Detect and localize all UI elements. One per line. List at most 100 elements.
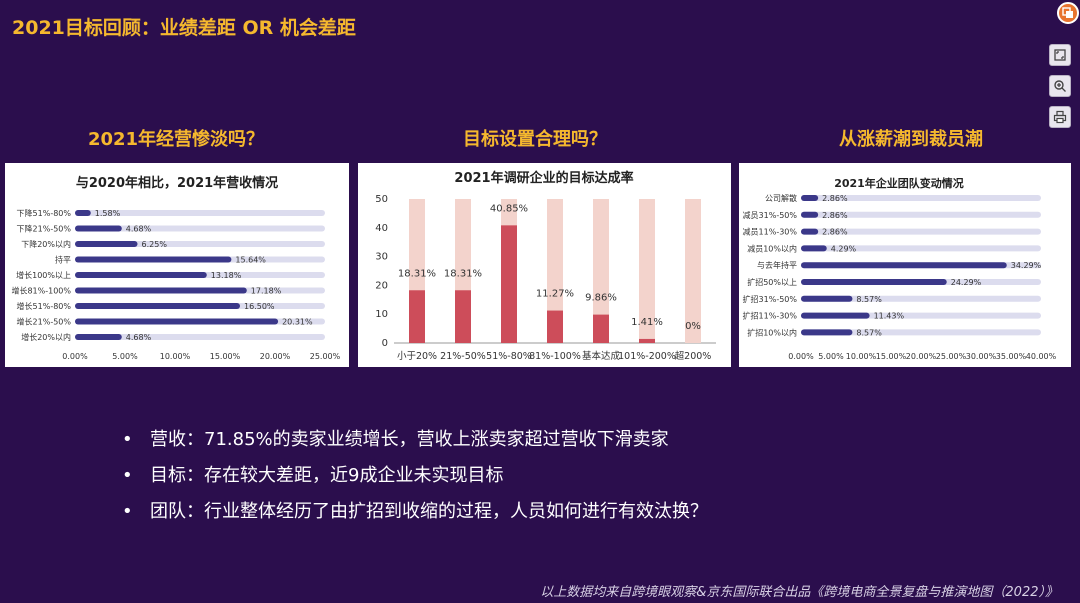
category-label: 增长20%以内 xyxy=(21,332,71,342)
bar xyxy=(455,290,471,343)
data-label: 11.43% xyxy=(874,312,905,321)
team-chart-panel: 2021年企业团队变动情况公司解散 2.86% 减员31%-50% 2.86% 减员11… xyxy=(739,163,1071,367)
bar xyxy=(801,228,819,235)
category-label: 下降20%以内 xyxy=(21,239,71,249)
chart-title: 与2020年相比，2021年营收情况 xyxy=(76,175,278,191)
data-label: 16.50% xyxy=(244,302,275,311)
category-label: 21%-50% xyxy=(440,351,486,362)
category-label: 公司解散 xyxy=(765,193,797,203)
y-tick-label: 20 xyxy=(375,280,388,291)
bar-track xyxy=(593,199,609,343)
category-label: 小于20% xyxy=(397,351,437,362)
bar xyxy=(547,310,563,343)
category-label: 增长100%以上 xyxy=(16,270,71,280)
category-label: 增长21%-50% xyxy=(17,317,72,327)
bar xyxy=(75,272,207,278)
x-tick-label: 25.00% xyxy=(310,352,341,361)
zoom-in-button[interactable] xyxy=(1049,75,1071,97)
data-label: 4.29% xyxy=(831,244,857,253)
source-footnote: 以上数据均来自跨境眼观察&京东国际联合出品《跨境电商全景复盘与推演地图（2022… xyxy=(540,585,1058,600)
data-label: 6.25% xyxy=(142,240,168,249)
category-label: 基本达成 xyxy=(582,350,621,362)
x-tick-label: 0.00% xyxy=(62,352,88,361)
bar-track xyxy=(75,210,325,216)
bar xyxy=(75,225,122,232)
revenue-chart-panel: 与2020年相比，2021年营收情况 下降51%-80% 1.58% 下降21%-50… xyxy=(5,163,349,367)
bar-track xyxy=(685,199,701,343)
bullet-targets: 目标：存在较大差距，近9成企业未实现目标 xyxy=(122,464,708,500)
fit-page-button[interactable] xyxy=(1049,44,1071,66)
slide-title: 2021目标回顾：业绩差距 OR 机会差距 xyxy=(12,17,356,39)
chart-title: 2021年企业团队变动情况 xyxy=(834,176,964,190)
y-tick-label: 10 xyxy=(375,309,388,320)
bullet-revenue: 营收：71.85%的卖家业绩增长，营收上涨卖家超过营收下滑卖家 xyxy=(122,428,708,464)
target-achievement-chart: 2021年调研企业的目标达成率 0 10 20 30 40 50 18.31% 小于20% 18.… xyxy=(375,170,716,362)
x-tick-label: 40.00% xyxy=(1026,352,1057,361)
data-label: 13.18% xyxy=(211,271,242,280)
x-tick-label: 25.00% xyxy=(936,352,967,361)
fit-page-icon xyxy=(1054,49,1066,61)
category-label: 81%-100% xyxy=(529,351,581,362)
bar-track xyxy=(801,245,1041,252)
bar xyxy=(801,211,819,218)
bullet-team: 团队：行业整体经历了由扩招到收缩的过程，人员如何进行有效汰换？ xyxy=(122,500,708,536)
data-label: 24.29% xyxy=(951,278,982,287)
bar xyxy=(801,295,853,302)
x-tick-label: 30.00% xyxy=(966,352,997,361)
bar xyxy=(75,303,240,309)
data-label: 18.31% xyxy=(444,268,482,279)
bar xyxy=(75,241,138,247)
data-label: 18.31% xyxy=(398,268,436,279)
bar xyxy=(801,262,1007,269)
x-tick-label: 15.00% xyxy=(210,352,241,361)
bar-track xyxy=(75,241,325,247)
category-label: 下降51%-80% xyxy=(17,208,72,218)
bar-track xyxy=(801,195,1041,201)
category-label: 101%-200% xyxy=(618,351,676,362)
x-tick-label: 35.00% xyxy=(996,352,1027,361)
category-label: 下降21%-50% xyxy=(17,224,72,234)
x-tick-label: 5.00% xyxy=(818,352,844,361)
x-tick-label: 5.00% xyxy=(112,352,138,361)
y-tick-label: 50 xyxy=(375,194,388,205)
data-label: 20.31% xyxy=(282,318,313,327)
summary-bullets: 营收：71.85%的卖家业绩增长，营收上涨卖家超过营收下滑卖家 目标：存在较大差… xyxy=(122,428,708,536)
data-label: 4.68% xyxy=(126,333,152,342)
bar-track xyxy=(801,228,1041,235)
section-heading-targets: 目标设置合理吗？ xyxy=(463,129,607,150)
bar xyxy=(593,314,609,343)
section-heading-team: 从涨薪潮到裁员潮 xyxy=(839,129,983,150)
data-label: 40.85% xyxy=(490,203,528,214)
bar-track xyxy=(547,199,563,343)
category-label: 减员11%-30% xyxy=(743,227,798,237)
print-button[interactable] xyxy=(1049,106,1071,128)
data-label: 8.57% xyxy=(856,295,882,304)
category-label: 增长51%-80% xyxy=(17,301,72,311)
bar xyxy=(75,318,279,325)
x-tick-label: 10.00% xyxy=(846,352,877,361)
bar xyxy=(801,195,819,201)
y-tick-label: 0 xyxy=(382,338,388,349)
data-label: 2.86% xyxy=(822,211,848,220)
data-label: 8.57% xyxy=(856,328,882,337)
x-tick-label: 20.00% xyxy=(906,352,937,361)
bar-track xyxy=(801,295,1041,302)
side-toolbar xyxy=(1040,0,1080,603)
category-label: 减员31%-50% xyxy=(743,210,798,220)
section-heading-revenue: 2021年经营惨淡吗？ xyxy=(87,129,265,150)
category-label: 扩招10%以内 xyxy=(747,327,797,337)
category-label: 51%-80% xyxy=(486,351,532,362)
data-label: 15.64% xyxy=(235,256,266,265)
x-tick-label: 10.00% xyxy=(160,352,191,361)
category-label: 扩招11%-30% xyxy=(743,311,798,321)
bar xyxy=(801,279,947,285)
bar xyxy=(639,338,655,343)
target-chart-panel: 2021年调研企业的目标达成率 0 10 20 30 40 50 18.31% 小于20% 18.… xyxy=(358,163,731,367)
y-tick-label: 30 xyxy=(375,252,388,263)
data-label: 2.86% xyxy=(822,228,848,237)
data-label: 11.27% xyxy=(536,289,574,300)
stack-icon[interactable] xyxy=(1057,2,1079,24)
bar xyxy=(801,312,870,319)
bar xyxy=(801,329,853,336)
